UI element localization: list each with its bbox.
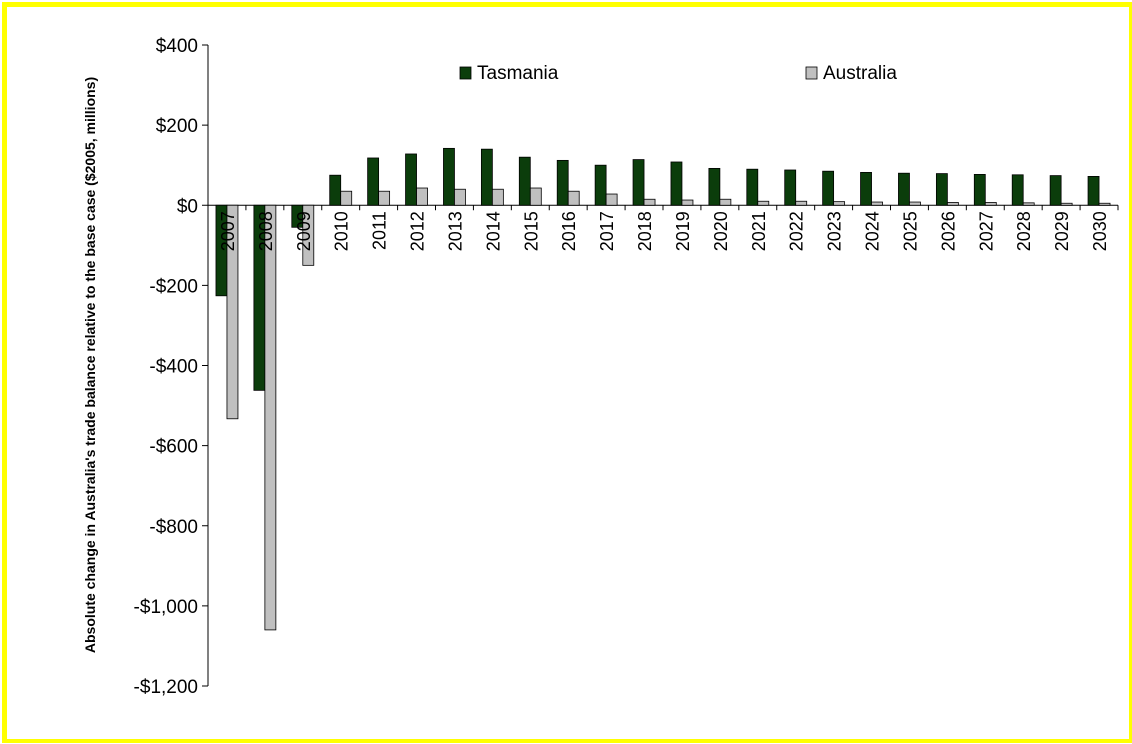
y-tick-label: -$600 [149, 437, 198, 458]
x-tick-label: 2022 [787, 211, 807, 251]
y-tick-label: -$1,000 [134, 597, 198, 618]
y-tick-label: $200 [156, 116, 198, 137]
bar-tasmania-2017 [595, 165, 606, 205]
x-tick-label: 2012 [408, 211, 428, 251]
bar-australia-2018 [644, 199, 655, 205]
chart-legend: Tasmania Australia [460, 63, 897, 84]
y-axis-title: Absolute change in Australia's trade bal… [82, 77, 98, 653]
bar-australia-2010 [341, 191, 352, 205]
bar-tasmania-2026 [936, 174, 947, 206]
legend-label-australia: Australia [823, 63, 897, 84]
legend-swatch-australia [806, 67, 817, 79]
x-tick-label: 2011 [370, 211, 390, 250]
y-tick-label: -$1,200 [134, 677, 198, 698]
bar-australia-2029 [1061, 203, 1072, 205]
x-tick-label: 2016 [559, 211, 579, 251]
bar-australia-2020 [720, 199, 731, 205]
bar-tasmania-2016 [557, 160, 568, 205]
bar-tasmania-2019 [671, 162, 682, 205]
bar-tasmania-2018 [633, 160, 644, 206]
x-tick-label: 2018 [635, 211, 655, 251]
bar-australia-2022 [796, 201, 807, 205]
bar-tasmania-2020 [709, 168, 720, 205]
bar-australia-2027 [985, 202, 996, 205]
bar-australia-2016 [568, 191, 579, 205]
bar-tasmania-2014 [481, 149, 492, 205]
bar-australia-2013 [454, 189, 465, 205]
bar-tasmania-2013 [443, 148, 454, 205]
bar-tasmania-2024 [861, 172, 872, 205]
x-tick-label: 2024 [863, 211, 883, 251]
x-tick-label: 2007 [218, 211, 238, 251]
bar-australia-2012 [417, 188, 428, 205]
chart-axes: $400 $200 $0 -$200 -$400 -$600 -$800 -$1,000 -$1… [134, 36, 1118, 698]
bar-tasmania-2015 [519, 157, 530, 205]
legend-label-tasmania: Tasmania [477, 63, 559, 84]
bar-tasmania-2021 [747, 169, 758, 205]
bar-tasmania-2027 [974, 174, 985, 205]
x-tick-label: 2008 [256, 211, 276, 251]
x-tick-label: 2028 [1014, 211, 1034, 251]
x-tick-label: 2017 [597, 211, 617, 251]
bar-australia-2008 [265, 205, 276, 630]
y-tick-label: -$200 [149, 276, 198, 297]
y-tick-label: -$400 [149, 357, 198, 378]
bar-tasmania-2025 [898, 173, 909, 205]
bar-tasmania-2030 [1088, 176, 1099, 205]
bar-australia-2028 [1023, 203, 1034, 205]
x-tick-label: 2020 [711, 211, 731, 251]
x-tick-label: 2029 [1052, 211, 1072, 251]
x-tick-label: 2025 [900, 211, 920, 251]
y-tick-label: $400 [156, 36, 198, 57]
x-tick-label: 2030 [1090, 211, 1110, 251]
x-tick-label: 2014 [483, 211, 503, 251]
x-tick-label: 2010 [332, 211, 352, 251]
bar-australia-2014 [492, 189, 503, 205]
bar-australia-2030 [1099, 203, 1110, 205]
bar-tasmania-2012 [406, 154, 417, 205]
bar-australia-2026 [947, 202, 958, 205]
y-tick-label: -$800 [149, 517, 198, 538]
bar-tasmania-2011 [368, 158, 379, 205]
bar-australia-2015 [530, 188, 541, 205]
bar-australia-2023 [834, 202, 845, 206]
x-tick-label: 2023 [825, 211, 845, 251]
x-tick-label: 2009 [294, 211, 314, 251]
bar-australia-2019 [682, 200, 693, 205]
bar-tasmania-2029 [1050, 176, 1061, 206]
y-axis-label: Absolute change in Australia's trade bal… [82, 77, 98, 653]
x-tick-label: 2015 [521, 211, 541, 251]
bar-tasmania-2010 [330, 175, 341, 205]
bar-australia-2017 [606, 194, 617, 205]
x-tick-label: 2021 [749, 211, 769, 251]
x-tick-label: 2026 [938, 211, 958, 251]
category-labels: 2007 2008 2009 2010 2011 2012 2013 2014 2015 2016… [218, 211, 1110, 251]
bar-australia-2011 [379, 191, 390, 205]
legend-swatch-tasmania [460, 67, 471, 79]
bar-australia-2021 [758, 201, 769, 205]
x-tick-label: 2019 [673, 211, 693, 251]
x-tick-label: 2013 [445, 211, 465, 251]
bar-tasmania-2023 [823, 171, 834, 205]
x-tick-label: 2027 [976, 211, 996, 251]
bar-chart: Absolute change in Australia's trade bal… [7, 7, 1129, 739]
bar-australia-2025 [909, 202, 920, 205]
y-tick-label: $0 [177, 196, 198, 217]
bar-tasmania-2028 [1012, 175, 1023, 205]
bar-australia-2024 [872, 202, 883, 205]
bar-tasmania-2022 [785, 170, 796, 205]
